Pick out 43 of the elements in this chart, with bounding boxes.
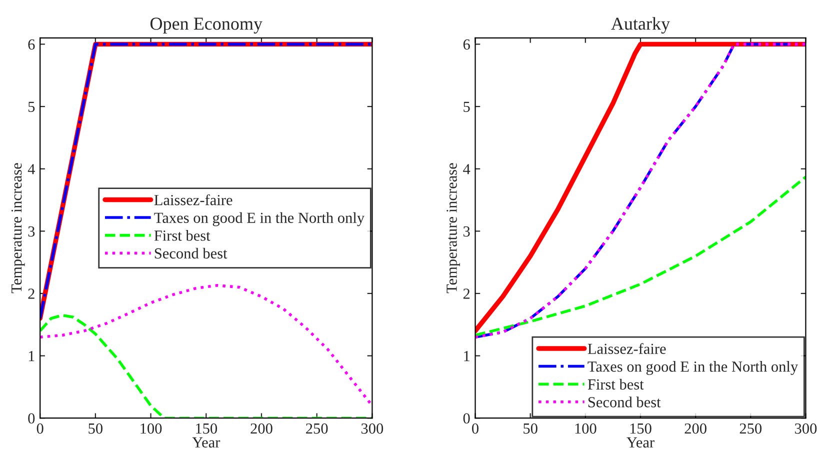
line-series <box>475 176 806 337</box>
chart-title: Autarky <box>611 17 670 34</box>
x-axis-title: Year <box>626 437 654 448</box>
y-tick-label: 6 <box>28 39 35 50</box>
legend-label: First best <box>154 230 210 241</box>
y-tick-label: 1 <box>28 351 34 362</box>
x-tick-label: 100 <box>575 423 596 434</box>
y-tick-label: 0 <box>28 413 35 424</box>
y-tick-label: 2 <box>28 288 34 299</box>
x-tick-label: 50 <box>88 423 102 434</box>
x-tick-label: 0 <box>472 423 478 434</box>
x-tick-label: 100 <box>140 423 162 434</box>
x-tick-label: 250 <box>306 423 328 434</box>
y-axis-title: Temperature increase <box>446 163 460 294</box>
y-tick-label: 0 <box>463 413 470 424</box>
x-axis-title: Year <box>192 437 220 448</box>
y-tick-label: 2 <box>463 288 470 299</box>
y-tick-label: 3 <box>28 226 35 237</box>
y-tick-label: 4 <box>463 164 470 174</box>
x-tick-label: 200 <box>684 423 706 434</box>
chart-title: Open Economy <box>150 18 262 34</box>
legend-label: First best <box>588 378 644 390</box>
x-tick-label: 150 <box>196 423 218 434</box>
legend-label: Taxes on good E in the North only <box>154 212 364 226</box>
x-tick-label: 0 <box>36 423 44 434</box>
y-tick-label: 1 <box>464 351 470 362</box>
legend-label: Second best <box>154 248 228 259</box>
x-tick-label: 300 <box>361 423 384 434</box>
legend-label: Laissez-faire <box>154 194 232 206</box>
x-tick-label: 150 <box>630 423 652 434</box>
y-axis-title: Temperature increase <box>11 163 25 294</box>
legend-label: Taxes on good E in the North only <box>588 361 798 375</box>
y-tick-label: 6 <box>463 39 470 50</box>
legend-label: Laissez-faire <box>588 343 666 354</box>
legend-label: Second best <box>588 396 661 408</box>
x-tick-label: 300 <box>795 423 817 434</box>
x-tick-label: 200 <box>250 423 272 434</box>
x-tick-label: 250 <box>740 423 762 434</box>
y-tick-label: 5 <box>464 102 470 112</box>
y-tick-label: 4 <box>28 164 35 174</box>
x-tick-label: 50 <box>524 423 538 434</box>
y-tick-label: 3 <box>463 226 470 237</box>
y-tick-label: 5 <box>28 102 35 112</box>
